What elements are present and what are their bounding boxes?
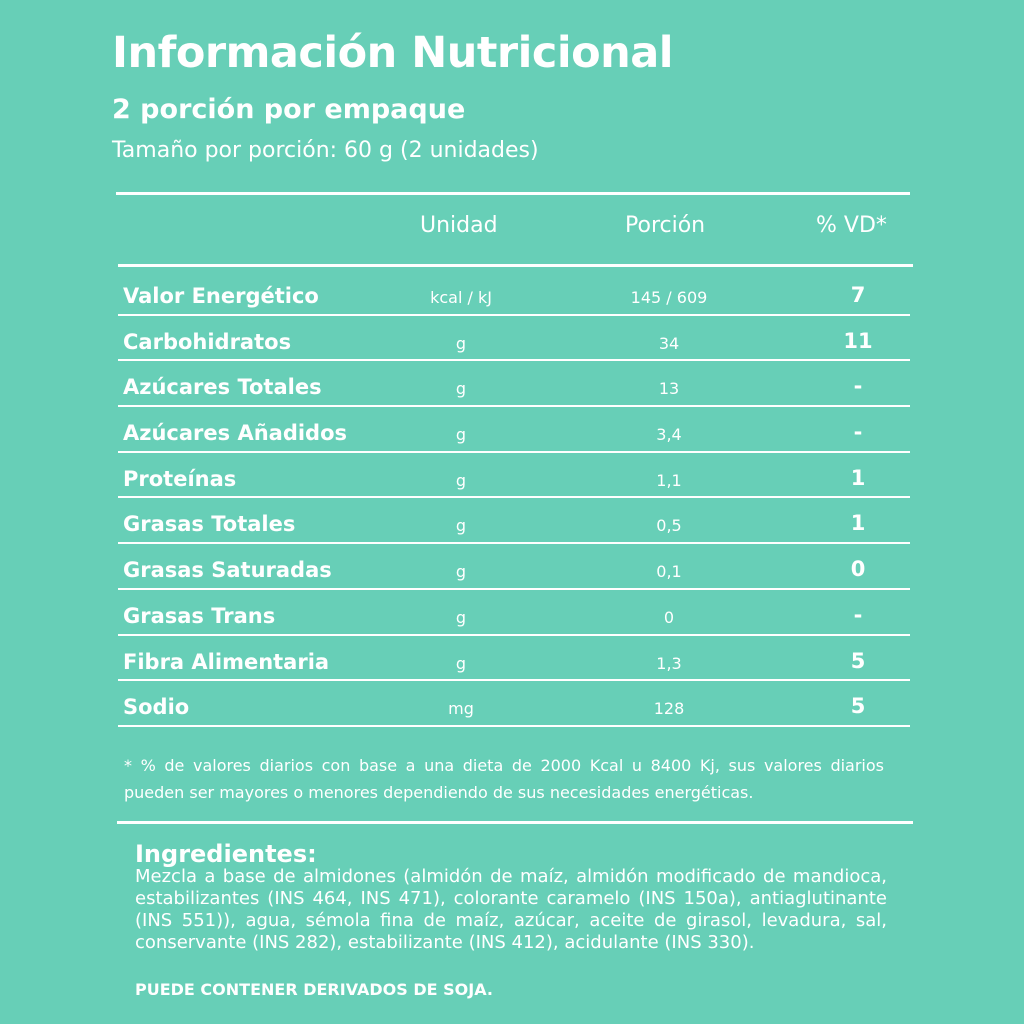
nutrient-unit: g	[455, 516, 467, 536]
nutrient-name: Grasas Totales	[123, 512, 296, 537]
nutrient-dv: -	[853, 374, 863, 399]
table-row: Grasas Trans g 0 -	[118, 590, 910, 636]
section-divider	[117, 821, 913, 824]
nutrient-portion: 145 / 609	[630, 288, 708, 307]
nutrient-portion: 0,1	[656, 562, 682, 582]
ingredients-text: Mezcla a base de almidones (almidón de m…	[135, 866, 887, 953]
table-row: Azúcares Totales g 13 -	[118, 361, 910, 408]
nutrient-portion: 0	[663, 607, 675, 627]
table-row: Azúcares Añadidos g 3,4 -	[118, 407, 910, 453]
nutrient-dv: 1	[850, 511, 866, 536]
nutrient-name: Valor Energético	[123, 284, 319, 308]
nutrient-dv: 1	[850, 465, 866, 490]
nutrient-dv: 5	[850, 694, 866, 719]
nutrient-portion: 0,5	[656, 516, 682, 536]
nutrient-name: Fibra Alimentaria	[123, 649, 330, 674]
column-header-dv: % VD*	[816, 213, 887, 238]
nutrient-name: Grasas Saturadas	[123, 558, 332, 583]
nutrient-unit: g	[455, 470, 467, 490]
footnote: * % de valores diarios con base a una di…	[124, 756, 884, 802]
column-header-portion: Porción	[625, 213, 706, 238]
nutrient-portion: 1,1	[656, 470, 682, 490]
table-header: Unidad Porción % VD*	[118, 213, 910, 249]
nutrient-dv: 7	[850, 283, 866, 307]
table-row: Grasas Totales g 0,5 1	[118, 498, 910, 545]
nutrient-name: Carbohidratos	[123, 329, 292, 354]
table-row: Sodio mg 128 5	[118, 681, 910, 727]
ingredients-title: Ingredientes:	[135, 840, 317, 868]
serving-size: Tamaño por porción: 60 g (2 unidades)	[112, 138, 539, 163]
nutrient-dv: 0	[850, 557, 866, 582]
nutrient-portion: 13	[658, 379, 680, 399]
nutrient-portion: 34	[658, 333, 680, 353]
table-row: Grasas Saturadas g 0,1 0	[118, 544, 910, 590]
nutrient-name: Proteínas	[123, 466, 237, 491]
page-title: Información Nutricional	[112, 28, 673, 78]
allergen-warning: PUEDE CONTENER DERIVADOS DE SOJA.	[135, 980, 493, 999]
nutrient-unit: mg	[448, 699, 474, 719]
table-row: Valor Energético kcal / kJ 145 / 609 7	[118, 270, 910, 316]
nutrient-portion: 3,4	[656, 425, 682, 445]
nutrient-unit: g	[455, 653, 467, 673]
nutrient-name: Grasas Trans	[123, 603, 276, 628]
nutrient-portion: 128	[653, 699, 685, 719]
nutrient-unit: g	[455, 562, 467, 582]
nutrient-dv: -	[853, 420, 863, 445]
nutrient-unit: g	[455, 333, 467, 353]
nutrition-rows: Valor Energético kcal / kJ 145 / 609 7 Carbo…	[118, 270, 910, 727]
nutrient-portion: 1,3	[656, 653, 682, 673]
nutrient-name: Azúcares Totales	[123, 375, 322, 400]
table-top-rule	[116, 192, 910, 195]
nutrient-name: Azúcares Añadidos	[123, 421, 348, 446]
nutrient-dv: 11	[843, 328, 873, 353]
table-row: Carbohidratos g 34 11	[118, 316, 910, 362]
table-row: Proteínas g 1,1 1	[118, 453, 910, 499]
nutrient-unit: kcal / kJ	[430, 288, 492, 307]
table-row: Fibra Alimentaria g 1,3 5	[118, 636, 910, 682]
nutrient-dv: -	[853, 602, 863, 627]
nutrient-dv: 5	[850, 648, 866, 673]
nutrient-unit: g	[455, 379, 467, 399]
nutrient-name: Sodio	[123, 695, 190, 720]
nutrient-unit: g	[455, 607, 467, 627]
nutrient-unit: g	[455, 425, 467, 445]
table-header-rule	[118, 264, 913, 267]
column-header-unit: Unidad	[420, 213, 498, 238]
servings-per-package: 2 porción por empaque	[112, 94, 466, 125]
